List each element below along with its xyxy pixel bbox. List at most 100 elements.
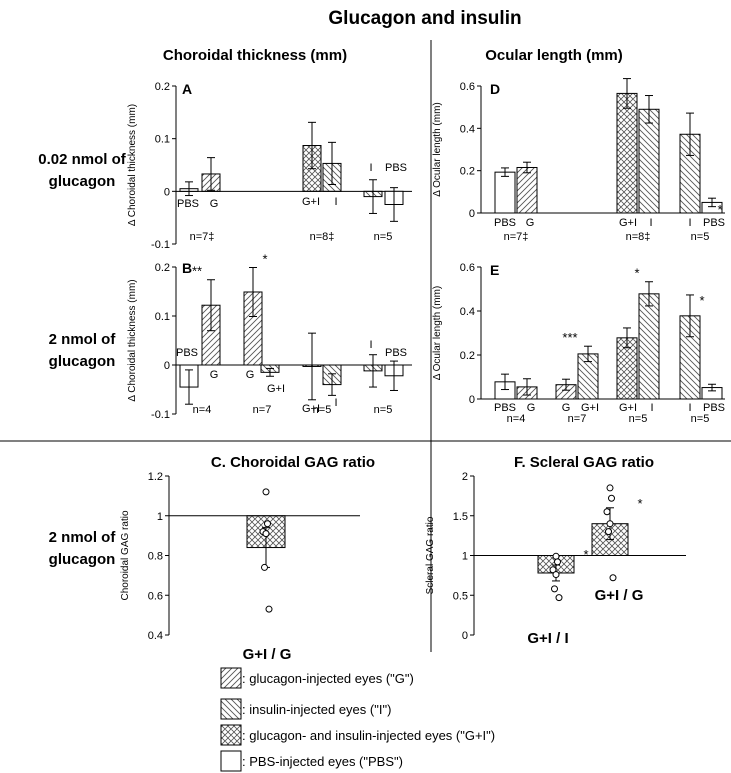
bar-label-E: G+I (581, 402, 599, 414)
y-tick-label-E: 0.4 (460, 306, 475, 318)
n-label-E: n=4 (507, 413, 526, 425)
bar-label-E: I (650, 402, 653, 414)
n-label-E: n=5 (691, 413, 710, 425)
chart-C: 1.2 1 0.8 0.6 0.4 Choroidal GAG ratio C. Choro… (120, 454, 375, 663)
data-point-F-0 (551, 585, 558, 593)
panel-letter-B: B (182, 260, 192, 276)
n-label-B: n=5 (313, 404, 332, 416)
n-label-D: n=8‡ (626, 231, 651, 243)
y-tick-label-B: 0 (164, 360, 170, 372)
y-tick-label-F: 2 (462, 471, 468, 483)
data-point-F-1 (606, 520, 614, 528)
bar-label-A: I (334, 196, 337, 208)
y-tick-label-F: 0.5 (453, 590, 468, 602)
panel-letter-A: A (182, 81, 192, 97)
header-ocular-length: Ocular length (mm) (485, 47, 623, 64)
y-axis-label-E: Δ Ocular length (mm) (432, 286, 443, 380)
legend-swatch (220, 698, 242, 720)
bar-label-A: PBS (177, 198, 199, 210)
panel-title-F: F. Scleral GAG ratio (514, 454, 654, 471)
y-tick-label-C: 0.8 (148, 551, 163, 563)
significance-star-E: *** (562, 330, 577, 345)
significance-star-E: * (699, 293, 704, 308)
y-tick-label-C: 0.6 (148, 590, 163, 602)
bar-D-0 (494, 171, 516, 214)
bar-label-B: G+I (267, 383, 285, 395)
legend-label: : glucagon- and insulin-injected eyes ("… (242, 728, 495, 743)
bar-label-E: G+I (619, 402, 637, 414)
row-label-2-line1: 2 nmol of (49, 331, 117, 348)
y-tick-label-C: 1.2 (148, 471, 163, 483)
y-tick-label-F: 1 (462, 551, 468, 563)
bar-label-D: PBS (703, 217, 725, 229)
n-label-A: n=5 (374, 231, 393, 243)
y-tick-label-A: 0.2 (155, 81, 170, 93)
significance-star-D: * (717, 202, 722, 217)
data-point-C-0 (262, 530, 270, 538)
bar-D-1 (516, 166, 538, 214)
y-tick-label-B: 0.2 (155, 262, 170, 274)
bar-label-D: PBS (494, 217, 516, 229)
y-tick-label-D: 0.6 (460, 81, 475, 93)
n-label-E: n=5 (629, 413, 648, 425)
bar-D-2 (616, 92, 638, 214)
y-tick-label-A: -0.1 (151, 239, 170, 251)
bar-label-D: I (649, 217, 652, 229)
chart-A: 0.2 0.1 0 -0.1 Δ Choroidal thickness (mm) A PB… (127, 81, 412, 251)
bar-label-B: I (369, 339, 372, 351)
significance-star-F: * (583, 547, 588, 562)
data-point-F-0 (555, 594, 563, 602)
n-label-B: n=5 (374, 404, 393, 416)
n-label-B: n=4 (193, 404, 212, 416)
legend-label: : PBS-injected eyes ("PBS") (242, 754, 403, 769)
legend: : glucagon-injected eyes ("G"): insulin-… (220, 667, 495, 772)
y-tick-label-E: 0.2 (460, 350, 475, 362)
panel-letter-D: D (490, 81, 500, 97)
y-tick-label-D: 0.4 (460, 123, 475, 135)
y-axis-label-A: Δ Choroidal thickness (mm) (127, 104, 138, 226)
bar-label-D: G+I (619, 217, 637, 229)
significance-star-F: * (637, 496, 642, 511)
n-label-A: n=8‡ (310, 231, 335, 243)
bar-label-D: G (526, 217, 535, 229)
y-tick-label-F: 1.5 (453, 511, 468, 523)
row-label-3-line1: 2 nmol of (49, 529, 117, 546)
chart-B: 0.2 0.1 0 -0.1 Δ Choroidal thickness (mm) B PB… (127, 251, 412, 421)
data-point-F-0 (552, 552, 560, 560)
ratio-label-F: G+I / I (527, 630, 568, 647)
y-tick-label-D: 0.2 (460, 166, 475, 178)
bar-label-B: PBS (385, 347, 407, 359)
y-tick-label-E: 0.6 (460, 262, 475, 274)
bar-label-B: G+I (302, 403, 320, 415)
row-label-1-line1: 0.02 nmol of (38, 151, 127, 168)
data-point-F-0 (554, 558, 561, 566)
y-tick-label-D: 0 (469, 208, 475, 220)
header-choroidal-thickness: Choroidal thickness (mm) (163, 47, 347, 64)
data-point-C-0 (264, 520, 271, 528)
bar-label-B: G (246, 369, 255, 381)
data-point-C-0 (265, 605, 273, 613)
bar-label-E: I (688, 402, 691, 414)
bar-label-B: PBS (176, 347, 198, 359)
chart-D: 0.6 0.4 0.2 0 Δ Ocular length (mm) D PBS G G+I I I… (432, 78, 725, 243)
bar-label-E: PBS (494, 402, 516, 414)
bar-label-A: G (210, 198, 219, 210)
data-point-F-1 (608, 494, 615, 502)
legend-swatch (220, 750, 242, 772)
n-label-B: n=7 (253, 404, 272, 416)
charts-layer: 0.2 0.1 0 -0.1 Δ Choroidal thickness (mm) A PB… (120, 78, 725, 663)
bar-E-5 (638, 293, 660, 400)
row-label-2-line2: glucagon (49, 353, 116, 370)
y-axis-label-B: Δ Choroidal thickness (mm) (127, 279, 138, 401)
significance-star-E: * (634, 266, 639, 281)
y-tick-label-A: 0 (164, 186, 170, 198)
y-axis-label-D: Δ Ocular length (mm) (432, 102, 443, 196)
y-tick-label-C: 0.4 (148, 630, 163, 642)
y-axis-label-F: Scleral GAG ratio (425, 516, 436, 594)
chart-E: 0.6 0.4 0.2 0 Δ Ocular length (mm) E PBS G G G+I G… (432, 262, 725, 425)
bar-label-E: PBS (703, 402, 725, 414)
bar-label-A: I (369, 162, 372, 174)
panel-title-C: C. Choroidal GAG ratio (211, 454, 375, 471)
data-point-F-1 (605, 528, 612, 536)
